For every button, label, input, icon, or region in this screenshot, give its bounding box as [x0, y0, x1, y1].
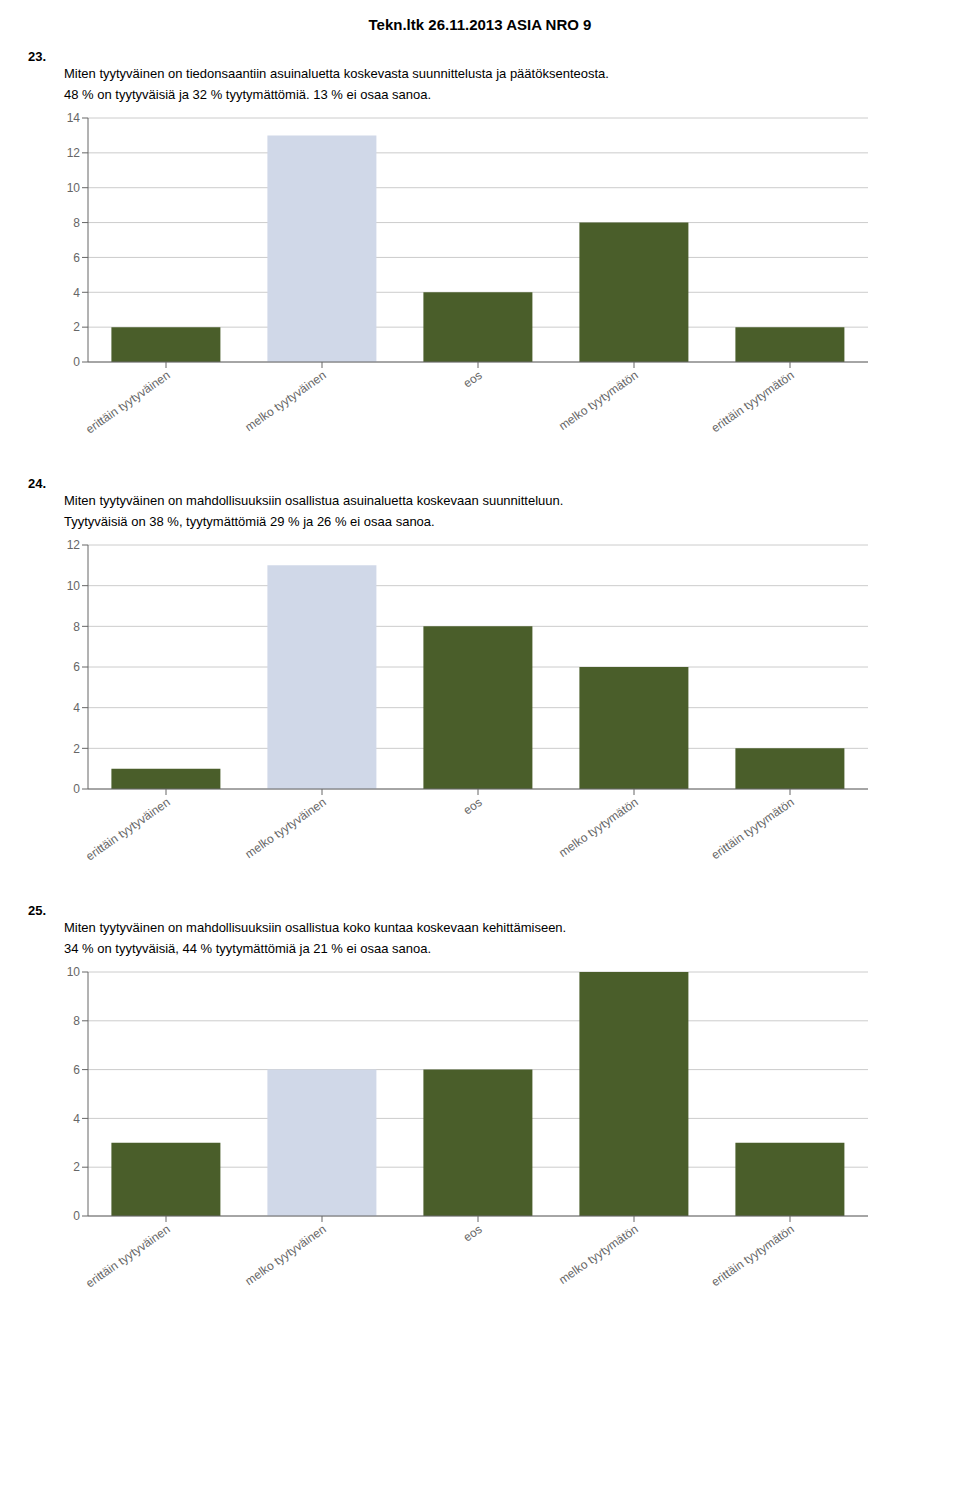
svg-text:eos: eos	[461, 795, 485, 818]
svg-text:0: 0	[73, 782, 80, 796]
html-text:Miten tyytyväinen on mahdollis: Miten tyytyväinen on mahdollisuuksiin os…	[64, 920, 567, 935]
svg-text:eos: eos	[461, 1222, 485, 1245]
svg-text:6: 6	[73, 1063, 80, 1077]
svg-text:melko tyytyväinen: melko tyytyväinen	[242, 368, 328, 434]
html-text:Tyytyväisiä on 38 %, tyytymätt: Tyytyväisiä on 38 %, tyytymättömiä 29 % …	[64, 514, 435, 529]
svg-text:2: 2	[73, 1160, 80, 1174]
svg-text:12: 12	[67, 538, 81, 552]
svg-text:6: 6	[73, 660, 80, 674]
html-text:Tekn.ltk 26.11.2013 ASIA NRO 9: Tekn.ltk 26.11.2013 ASIA NRO 9	[368, 16, 592, 33]
svg-text:erittäin tyytyväinen: erittäin tyytyväinen	[83, 368, 172, 436]
svg-text:melko tyytymätön: melko tyytymätön	[556, 795, 641, 860]
svg-text:6: 6	[73, 251, 80, 265]
svg-text:erittäin tyytymätön: erittäin tyytymätön	[709, 368, 797, 435]
svg-text:4: 4	[73, 286, 80, 300]
html-text:24.: 24.	[28, 476, 47, 491]
svg-text:12: 12	[67, 146, 81, 160]
html-text:23.: 23.	[28, 49, 47, 64]
svg-text:10: 10	[67, 181, 81, 195]
html-text:48 % on tyytyväisiä ja 32 % ty: 48 % on tyytyväisiä ja 32 % tyytymättömi…	[64, 87, 432, 102]
html-text:Miten tyytyväinen on mahdollis: Miten tyytyväinen on mahdollisuuksiin os…	[64, 493, 564, 508]
html-text:Miten tyytyväinen on tiedonsaa: Miten tyytyväinen on tiedonsaantiin asui…	[64, 66, 609, 81]
svg-text:10: 10	[67, 579, 81, 593]
svg-text:erittäin tyytyväinen: erittäin tyytyväinen	[83, 1222, 172, 1290]
svg-text:erittäin tyytyväinen: erittäin tyytyväinen	[83, 795, 172, 863]
svg-text:8: 8	[73, 620, 80, 634]
svg-text:4: 4	[73, 701, 80, 715]
svg-text:4: 4	[73, 1112, 80, 1126]
svg-text:8: 8	[73, 216, 80, 230]
svg-text:erittäin tyytymätön: erittäin tyytymätön	[709, 1222, 797, 1289]
svg-text:0: 0	[73, 355, 80, 369]
svg-text:melko tyytyväinen: melko tyytyväinen	[242, 795, 328, 861]
svg-text:0: 0	[73, 1209, 80, 1223]
svg-text:2: 2	[73, 742, 80, 756]
svg-text:8: 8	[73, 1014, 80, 1028]
svg-text:melko tyytymätön: melko tyytymätön	[556, 1222, 641, 1287]
svg-text:melko tyytyväinen: melko tyytyväinen	[242, 1222, 328, 1288]
svg-text:melko tyytymätön: melko tyytymätön	[556, 368, 641, 433]
svg-text:14: 14	[67, 111, 81, 125]
svg-text:erittäin tyytymätön: erittäin tyytymätön	[709, 795, 797, 862]
svg-text:eos: eos	[461, 368, 485, 391]
svg-text:2: 2	[73, 320, 80, 334]
svg-text:10: 10	[67, 965, 81, 979]
html-text:34 % on tyytyväisiä, 44 % tyyt: 34 % on tyytyväisiä, 44 % tyytymättömiä …	[64, 941, 432, 956]
html-text:25.: 25.	[28, 903, 47, 918]
